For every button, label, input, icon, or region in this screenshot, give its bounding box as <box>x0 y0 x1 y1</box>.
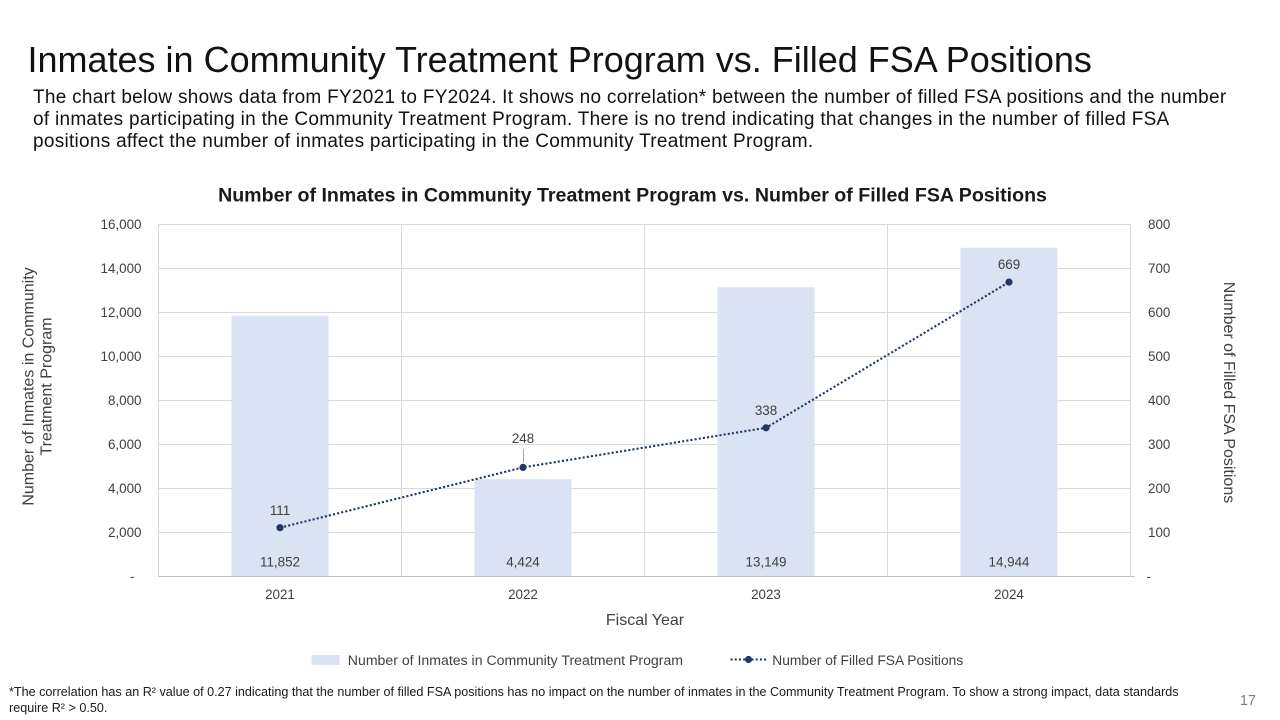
svg-text:Number of Filled FSA Positions: Number of Filled FSA Positions <box>772 653 963 668</box>
svg-text:-: - <box>1147 569 1151 584</box>
svg-text:2022: 2022 <box>508 587 538 602</box>
svg-text:-: - <box>130 569 134 584</box>
svg-text:Number of Filled FSA Positions: Number of Filled FSA Positions <box>1220 282 1237 503</box>
svg-text:8,000: 8,000 <box>108 393 142 408</box>
svg-text:2,000: 2,000 <box>108 525 142 540</box>
svg-text:100: 100 <box>1148 525 1170 540</box>
svg-text:14,000: 14,000 <box>101 261 142 276</box>
svg-text:Fiscal Year: Fiscal Year <box>606 612 685 629</box>
svg-text:Treatment Program: Treatment Program <box>39 317 56 455</box>
svg-text:2023: 2023 <box>751 587 781 602</box>
svg-text:248: 248 <box>512 431 534 446</box>
svg-text:12,000: 12,000 <box>101 305 142 320</box>
svg-text:300: 300 <box>1148 437 1170 452</box>
svg-text:Number of Inmates in Community: Number of Inmates in Community <box>21 267 38 505</box>
svg-text:200: 200 <box>1148 481 1170 496</box>
svg-text:500: 500 <box>1148 349 1170 364</box>
svg-text:16,000: 16,000 <box>101 217 142 232</box>
svg-text:6,000: 6,000 <box>108 437 142 452</box>
svg-text:4,000: 4,000 <box>108 481 142 496</box>
svg-text:338: 338 <box>755 403 777 418</box>
svg-text:700: 700 <box>1148 261 1170 276</box>
svg-text:10,000: 10,000 <box>101 349 142 364</box>
svg-text:11,852: 11,852 <box>260 555 300 570</box>
svg-text:2021: 2021 <box>265 587 295 602</box>
svg-text:Number of Inmates in Community: Number of Inmates in Community Treatment… <box>348 652 683 668</box>
svg-text:Number of Inmates in Community: Number of Inmates in Community Treatment… <box>218 184 1047 206</box>
svg-text:111: 111 <box>270 503 290 518</box>
svg-text:400: 400 <box>1148 393 1170 408</box>
svg-text:4,424: 4,424 <box>506 555 540 570</box>
svg-text:14,944: 14,944 <box>989 555 1031 570</box>
svg-text:13,149: 13,149 <box>746 555 787 570</box>
svg-text:600: 600 <box>1148 305 1170 320</box>
svg-text:800: 800 <box>1148 217 1170 232</box>
svg-text:2024: 2024 <box>994 587 1024 602</box>
svg-text:669: 669 <box>998 257 1020 272</box>
